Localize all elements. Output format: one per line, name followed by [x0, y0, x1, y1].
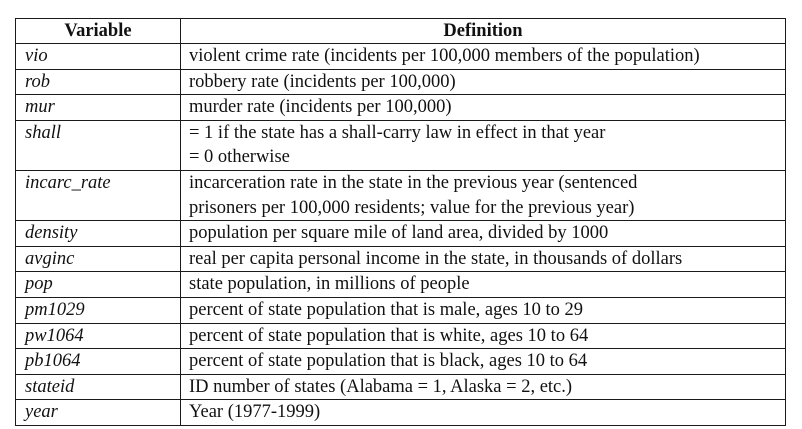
definition-line: prisoners per 100,000 residents; value f…	[189, 197, 635, 218]
table-row: density population per square mile of la…	[15, 220, 786, 247]
variable-definitions-table-container: Variable Definition vio violent crime ra…	[15, 18, 786, 426]
variable-cell: mur	[15, 94, 181, 121]
definition-cell: incarceration rate in the state in the p…	[180, 169, 786, 222]
variable-cell: shall	[15, 119, 181, 171]
definition-cell: ID number of states (Alabama = 1, Alaska…	[180, 373, 786, 401]
definition-cell: = 1 if the state has a shall-carry law i…	[180, 119, 786, 171]
definition-cell: Year (1977-1999)	[180, 399, 786, 426]
table-row: pop state population, in millions of peo…	[15, 271, 786, 298]
definition-cell: state population, in millions of people	[180, 271, 786, 298]
variable-cell: stateid	[15, 373, 181, 401]
definition-cell: population per square mile of land area,…	[180, 220, 786, 247]
table-row: vio violent crime rate (incidents per 10…	[15, 43, 786, 70]
table-row: year Year (1977-1999)	[15, 399, 786, 426]
definition-line: = 1 if the state has a shall-carry law i…	[189, 122, 606, 143]
table-header-row: Variable Definition	[15, 18, 786, 44]
table-row: pb1064 percent of state population that …	[15, 348, 786, 375]
table-row: stateid ID number of states (Alabama = 1…	[15, 373, 786, 401]
header-variable: Variable	[15, 18, 181, 44]
variable-cell: pop	[15, 271, 181, 298]
table-row: incarc_rate incarceration rate in the st…	[15, 169, 786, 222]
table-row: pm1029 percent of state population that …	[15, 296, 786, 324]
variable-cell: avginc	[15, 245, 181, 273]
variable-definitions-table: Variable Definition vio violent crime ra…	[15, 18, 786, 426]
definition-cell: violent crime rate (incidents per 100,00…	[180, 43, 786, 70]
table-row: avginc real per capita personal income i…	[15, 245, 786, 273]
definition-line: = 0 otherwise	[189, 147, 290, 168]
variable-cell: pb1064	[15, 348, 181, 375]
variable-cell: density	[15, 220, 181, 247]
variable-cell: incarc_rate	[15, 169, 181, 222]
definition-cell: percent of state population that is whit…	[180, 322, 786, 350]
header-definition: Definition	[180, 18, 786, 44]
table-row: shall = 1 if the state has a shall-carry…	[15, 119, 786, 171]
table-row: pw1064 percent of state population that …	[15, 322, 786, 350]
definition-cell: percent of state population that is male…	[180, 296, 786, 324]
variable-cell: rob	[15, 68, 181, 96]
definition-line: incarceration rate in the state in the p…	[189, 172, 638, 193]
table-row: mur murder rate (incidents per 100,000)	[15, 94, 786, 121]
definition-cell: robbery rate (incidents per 100,000)	[180, 68, 786, 96]
variable-cell: pm1029	[15, 296, 181, 324]
definition-cell: percent of state population that is blac…	[180, 348, 786, 375]
definition-cell: murder rate (incidents per 100,000)	[180, 94, 786, 121]
variable-cell: vio	[15, 43, 181, 70]
definition-cell: real per capita personal income in the s…	[180, 245, 786, 273]
table-row: rob robbery rate (incidents per 100,000)	[15, 68, 786, 96]
variable-cell: pw1064	[15, 322, 181, 350]
variable-cell: year	[15, 399, 181, 426]
